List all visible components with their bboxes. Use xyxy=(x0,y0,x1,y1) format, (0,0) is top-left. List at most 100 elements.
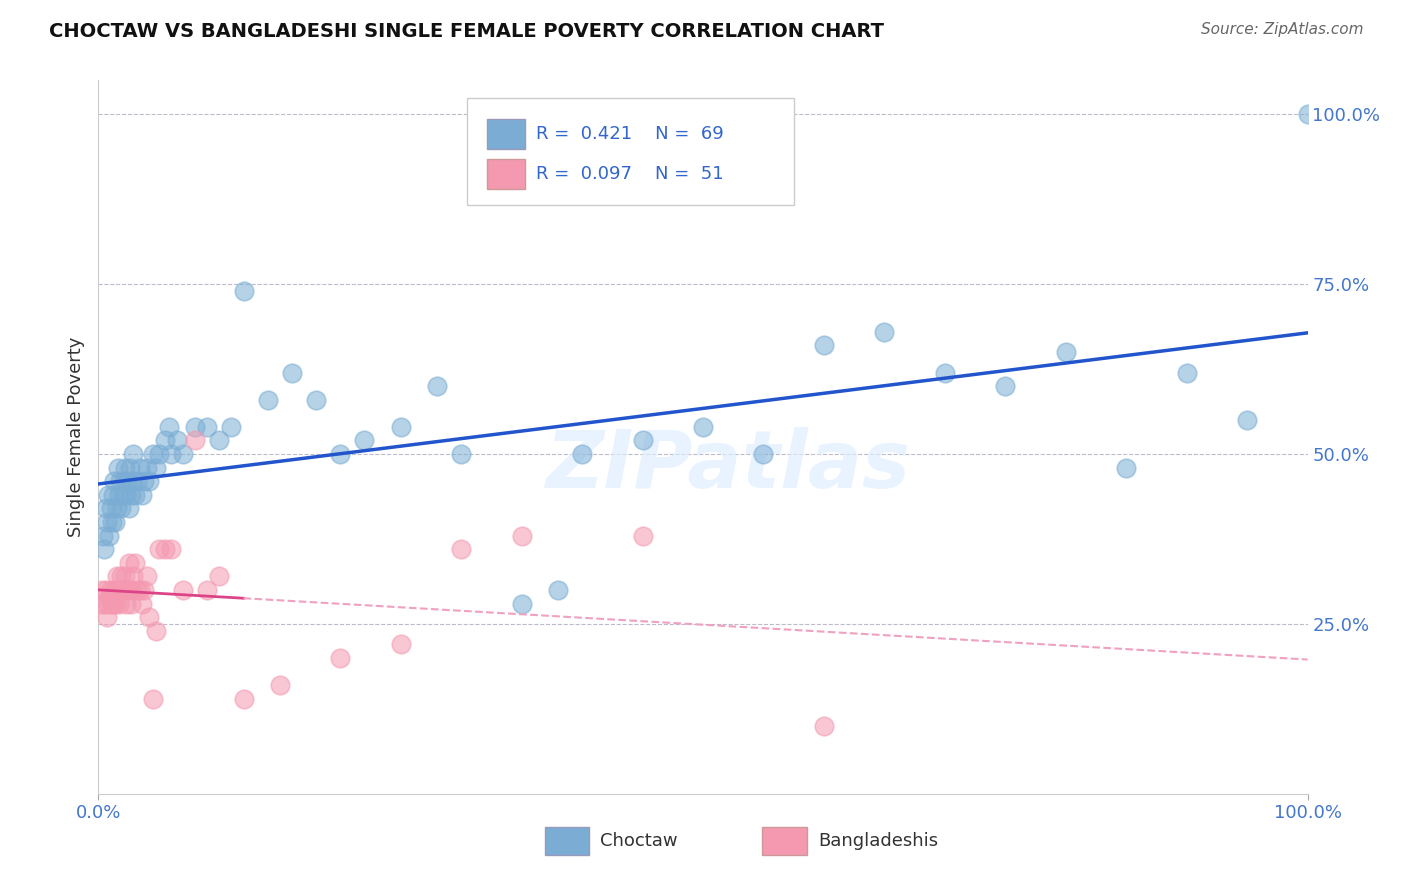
Point xyxy=(873,325,896,339)
FancyBboxPatch shape xyxy=(486,119,526,149)
Point xyxy=(120,488,142,502)
Point xyxy=(138,610,160,624)
Point xyxy=(692,420,714,434)
Point xyxy=(160,447,183,461)
FancyBboxPatch shape xyxy=(544,827,589,855)
Point xyxy=(118,501,141,516)
Point xyxy=(91,597,114,611)
Text: R =  0.421    N =  69: R = 0.421 N = 69 xyxy=(536,125,724,143)
Point xyxy=(100,515,122,529)
Point xyxy=(134,582,156,597)
Point xyxy=(101,597,124,611)
Point xyxy=(91,582,114,597)
Point xyxy=(934,366,956,380)
Point xyxy=(813,338,835,352)
Point xyxy=(114,460,136,475)
Point xyxy=(128,582,150,597)
Point xyxy=(107,460,129,475)
Point xyxy=(104,515,127,529)
Point xyxy=(105,501,128,516)
Point xyxy=(118,582,141,597)
Point xyxy=(117,475,139,489)
Point xyxy=(631,528,654,542)
Point xyxy=(195,420,218,434)
Point xyxy=(96,610,118,624)
Point xyxy=(142,447,165,461)
Point xyxy=(208,569,231,583)
Point xyxy=(450,447,472,461)
Point xyxy=(110,501,132,516)
Point xyxy=(135,569,157,583)
Point xyxy=(104,597,127,611)
Point xyxy=(389,420,412,434)
Point xyxy=(142,691,165,706)
Point xyxy=(994,379,1017,393)
FancyBboxPatch shape xyxy=(762,827,807,855)
Point xyxy=(121,582,143,597)
Point xyxy=(97,597,120,611)
Point xyxy=(135,460,157,475)
Text: ZIPatlas: ZIPatlas xyxy=(544,426,910,505)
Point xyxy=(329,651,352,665)
Point xyxy=(1115,460,1137,475)
Point xyxy=(232,284,254,298)
Point xyxy=(426,379,449,393)
Text: CHOCTAW VS BANGLADESHI SINGLE FEMALE POVERTY CORRELATION CHART: CHOCTAW VS BANGLADESHI SINGLE FEMALE POV… xyxy=(49,22,884,41)
Point xyxy=(107,582,129,597)
Point xyxy=(114,569,136,583)
Point xyxy=(145,624,167,638)
Point xyxy=(631,434,654,448)
Point xyxy=(128,460,150,475)
Point xyxy=(121,475,143,489)
Point xyxy=(124,488,146,502)
Point xyxy=(94,582,117,597)
Point xyxy=(157,420,180,434)
Point xyxy=(93,597,115,611)
Point xyxy=(115,597,138,611)
Point xyxy=(100,582,122,597)
Point xyxy=(98,528,121,542)
Point xyxy=(97,488,120,502)
Point xyxy=(221,420,243,434)
Point xyxy=(127,582,149,597)
Point xyxy=(305,392,328,407)
Point xyxy=(148,542,170,557)
Point xyxy=(103,582,125,597)
Point xyxy=(127,475,149,489)
Point xyxy=(208,434,231,448)
Point xyxy=(91,528,114,542)
Point xyxy=(166,434,188,448)
Point xyxy=(510,528,533,542)
Point xyxy=(1054,345,1077,359)
Point xyxy=(112,475,135,489)
Point xyxy=(813,719,835,733)
Point xyxy=(94,501,117,516)
Point xyxy=(117,582,139,597)
Point xyxy=(108,488,131,502)
Point xyxy=(110,569,132,583)
Point xyxy=(353,434,375,448)
Point xyxy=(100,597,122,611)
Point xyxy=(752,447,775,461)
Point xyxy=(172,582,194,597)
Point xyxy=(232,691,254,706)
Point xyxy=(256,392,278,407)
Point xyxy=(93,542,115,557)
Point xyxy=(389,637,412,651)
Point xyxy=(120,597,142,611)
Text: Source: ZipAtlas.com: Source: ZipAtlas.com xyxy=(1201,22,1364,37)
Point xyxy=(108,582,131,597)
Point xyxy=(96,515,118,529)
Point xyxy=(1296,107,1319,121)
Point xyxy=(101,488,124,502)
Point xyxy=(115,488,138,502)
FancyBboxPatch shape xyxy=(467,98,793,205)
Point xyxy=(138,475,160,489)
Point xyxy=(450,542,472,557)
Point xyxy=(111,582,134,597)
Point xyxy=(122,569,145,583)
Point xyxy=(111,488,134,502)
Point xyxy=(131,597,153,611)
Point xyxy=(195,582,218,597)
Point xyxy=(184,434,207,448)
